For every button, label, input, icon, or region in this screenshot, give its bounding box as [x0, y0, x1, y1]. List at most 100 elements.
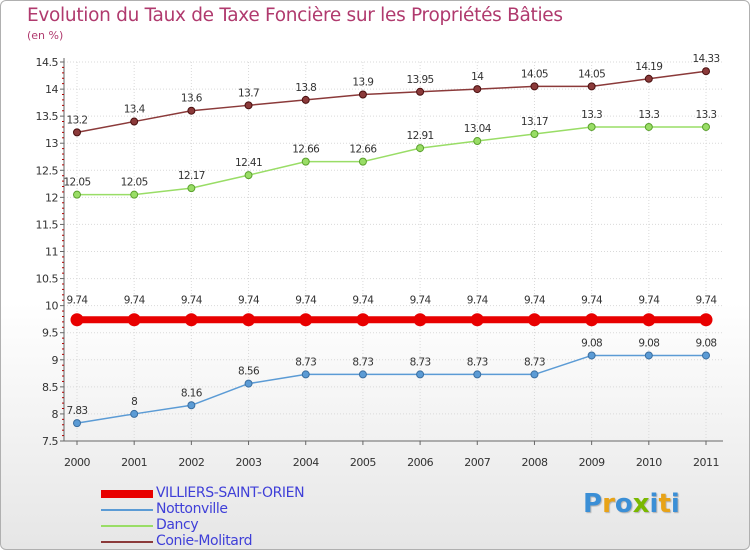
x-tick-label: 2008 [521, 456, 547, 469]
data-label-conie-molitard: 14.33 [692, 53, 719, 65]
legend-label: VILLIERS-SAINT-ORIEN [156, 485, 305, 501]
data-point-nottonville [702, 351, 710, 360]
logo-letter: o [614, 489, 633, 519]
data-point-nottonville [73, 419, 81, 428]
data-point-dancy [73, 190, 81, 199]
data-label-villiers-saint-orien: 9.74 [238, 295, 260, 307]
series-line-nottonville [76, 354, 707, 424]
data-point-conie-molitard [473, 85, 482, 94]
data-point-villiers-saint-orien [299, 313, 313, 327]
data-label-nottonville: 8 [131, 396, 137, 408]
data-point-conie-molitard [530, 82, 539, 91]
logo-letter: t [658, 489, 671, 519]
data-label-nottonville: 8.73 [295, 356, 316, 368]
x-tick-label: 2000 [64, 456, 90, 469]
y-tick-label: 12.5 [36, 164, 59, 177]
data-label-villiers-saint-orien: 9.74 [581, 295, 603, 307]
data-point-villiers-saint-orien [470, 313, 484, 327]
logo-letter: i [649, 489, 659, 519]
data-label-conie-molitard: 14.05 [521, 68, 548, 80]
data-point-conie-molitard [702, 67, 710, 76]
data-point-villiers-saint-orien [413, 313, 427, 327]
data-point-nottonville [130, 409, 139, 418]
data-label-villiers-saint-orien: 9.74 [638, 295, 660, 307]
legend-item: Dancy [101, 517, 361, 534]
data-point-nottonville [301, 370, 310, 379]
proxiti-logo: Proxiti [583, 489, 680, 519]
data-label-villiers-saint-orien: 9.74 [524, 295, 546, 307]
x-tick-label: 2005 [350, 456, 376, 469]
data-label-villiers-saint-orien: 9.74 [696, 295, 718, 307]
data-label-villiers-saint-orien: 9.74 [410, 295, 432, 307]
legend-swatch [101, 525, 153, 527]
x-tick-label: 2006 [407, 456, 433, 469]
data-point-nottonville [644, 351, 653, 360]
data-point-dancy [187, 184, 196, 193]
x-tick-label: 2003 [236, 456, 262, 469]
data-label-nottonville: 8.73 [524, 356, 545, 368]
data-point-villiers-saint-orien [184, 313, 198, 327]
y-tick-label: 9 [52, 354, 59, 367]
data-point-villiers-saint-orien [356, 313, 370, 327]
data-label-dancy: 12.05 [63, 177, 90, 189]
data-point-villiers-saint-orien [699, 313, 713, 327]
data-point-conie-molitard [130, 117, 139, 126]
data-point-dancy [644, 122, 653, 131]
data-label-conie-molitard: 13.7 [238, 87, 259, 99]
y-tick-label: 11 [45, 246, 58, 259]
chart-title: Evolution du Taux de Taxe Foncière sur l… [27, 5, 563, 26]
data-point-nottonville [187, 401, 196, 410]
legend-item: VILLIERS-SAINT-ORIEN [101, 485, 361, 502]
logo-letter: x [632, 489, 650, 519]
data-point-nottonville [473, 370, 482, 379]
legend-label: Conie-Molitard [156, 533, 253, 549]
data-label-dancy: 12.66 [292, 144, 320, 156]
data-point-dancy [530, 130, 539, 139]
data-label-nottonville: 8.56 [238, 366, 260, 378]
data-point-conie-molitard [73, 128, 81, 137]
data-label-nottonville: 8.73 [410, 356, 431, 368]
data-point-dancy [587, 122, 596, 131]
data-point-dancy [244, 171, 253, 180]
data-point-villiers-saint-orien [642, 313, 656, 327]
legend: VILLIERS-SAINT-ORIEN Nottonville Dancy Coni… [101, 485, 361, 549]
data-label-conie-molitard: 13.4 [124, 104, 146, 116]
data-point-conie-molitard [244, 101, 253, 110]
data-label-dancy: 13.3 [638, 109, 659, 121]
legend-swatch [101, 490, 153, 498]
data-label-conie-molitard: 13.95 [407, 74, 434, 86]
data-point-nottonville [416, 370, 425, 379]
legend-label: Dancy [156, 517, 199, 533]
x-tick-label: 2011 [693, 456, 719, 469]
legend-swatch [101, 541, 153, 543]
legend-item: Nottonville [101, 501, 361, 518]
data-point-conie-molitard [587, 82, 596, 91]
series-line-dancy [76, 126, 707, 196]
data-label-conie-molitard: 14 [471, 71, 484, 83]
x-tick-label: 2004 [293, 456, 319, 469]
data-point-villiers-saint-orien [127, 313, 141, 327]
data-point-conie-molitard [301, 95, 310, 104]
data-label-nottonville: 8.16 [181, 387, 203, 399]
data-label-nottonville: 9.08 [696, 337, 717, 349]
data-point-dancy [416, 144, 425, 153]
y-tick-label: 10.5 [36, 273, 59, 286]
data-label-nottonville: 8.73 [352, 356, 373, 368]
data-label-dancy: 13.17 [521, 116, 548, 128]
data-label-conie-molitard: 13.8 [295, 82, 316, 94]
data-label-dancy: 12.05 [121, 177, 148, 189]
data-point-conie-molitard [416, 87, 425, 96]
data-label-conie-molitard: 13.6 [181, 93, 203, 105]
data-label-villiers-saint-orien: 9.74 [295, 295, 317, 307]
x-tick-label: 2010 [636, 456, 662, 469]
data-label-dancy: 13.3 [581, 109, 602, 121]
data-label-nottonville: 9.08 [638, 337, 659, 349]
x-tick-label: 2009 [579, 456, 605, 469]
data-point-dancy [358, 157, 367, 166]
data-point-conie-molitard [358, 90, 367, 99]
logo-letter: P [583, 489, 603, 519]
data-label-villiers-saint-orien: 9.74 [352, 295, 374, 307]
data-label-villiers-saint-orien: 9.74 [181, 295, 203, 307]
legend-swatch [101, 509, 153, 511]
